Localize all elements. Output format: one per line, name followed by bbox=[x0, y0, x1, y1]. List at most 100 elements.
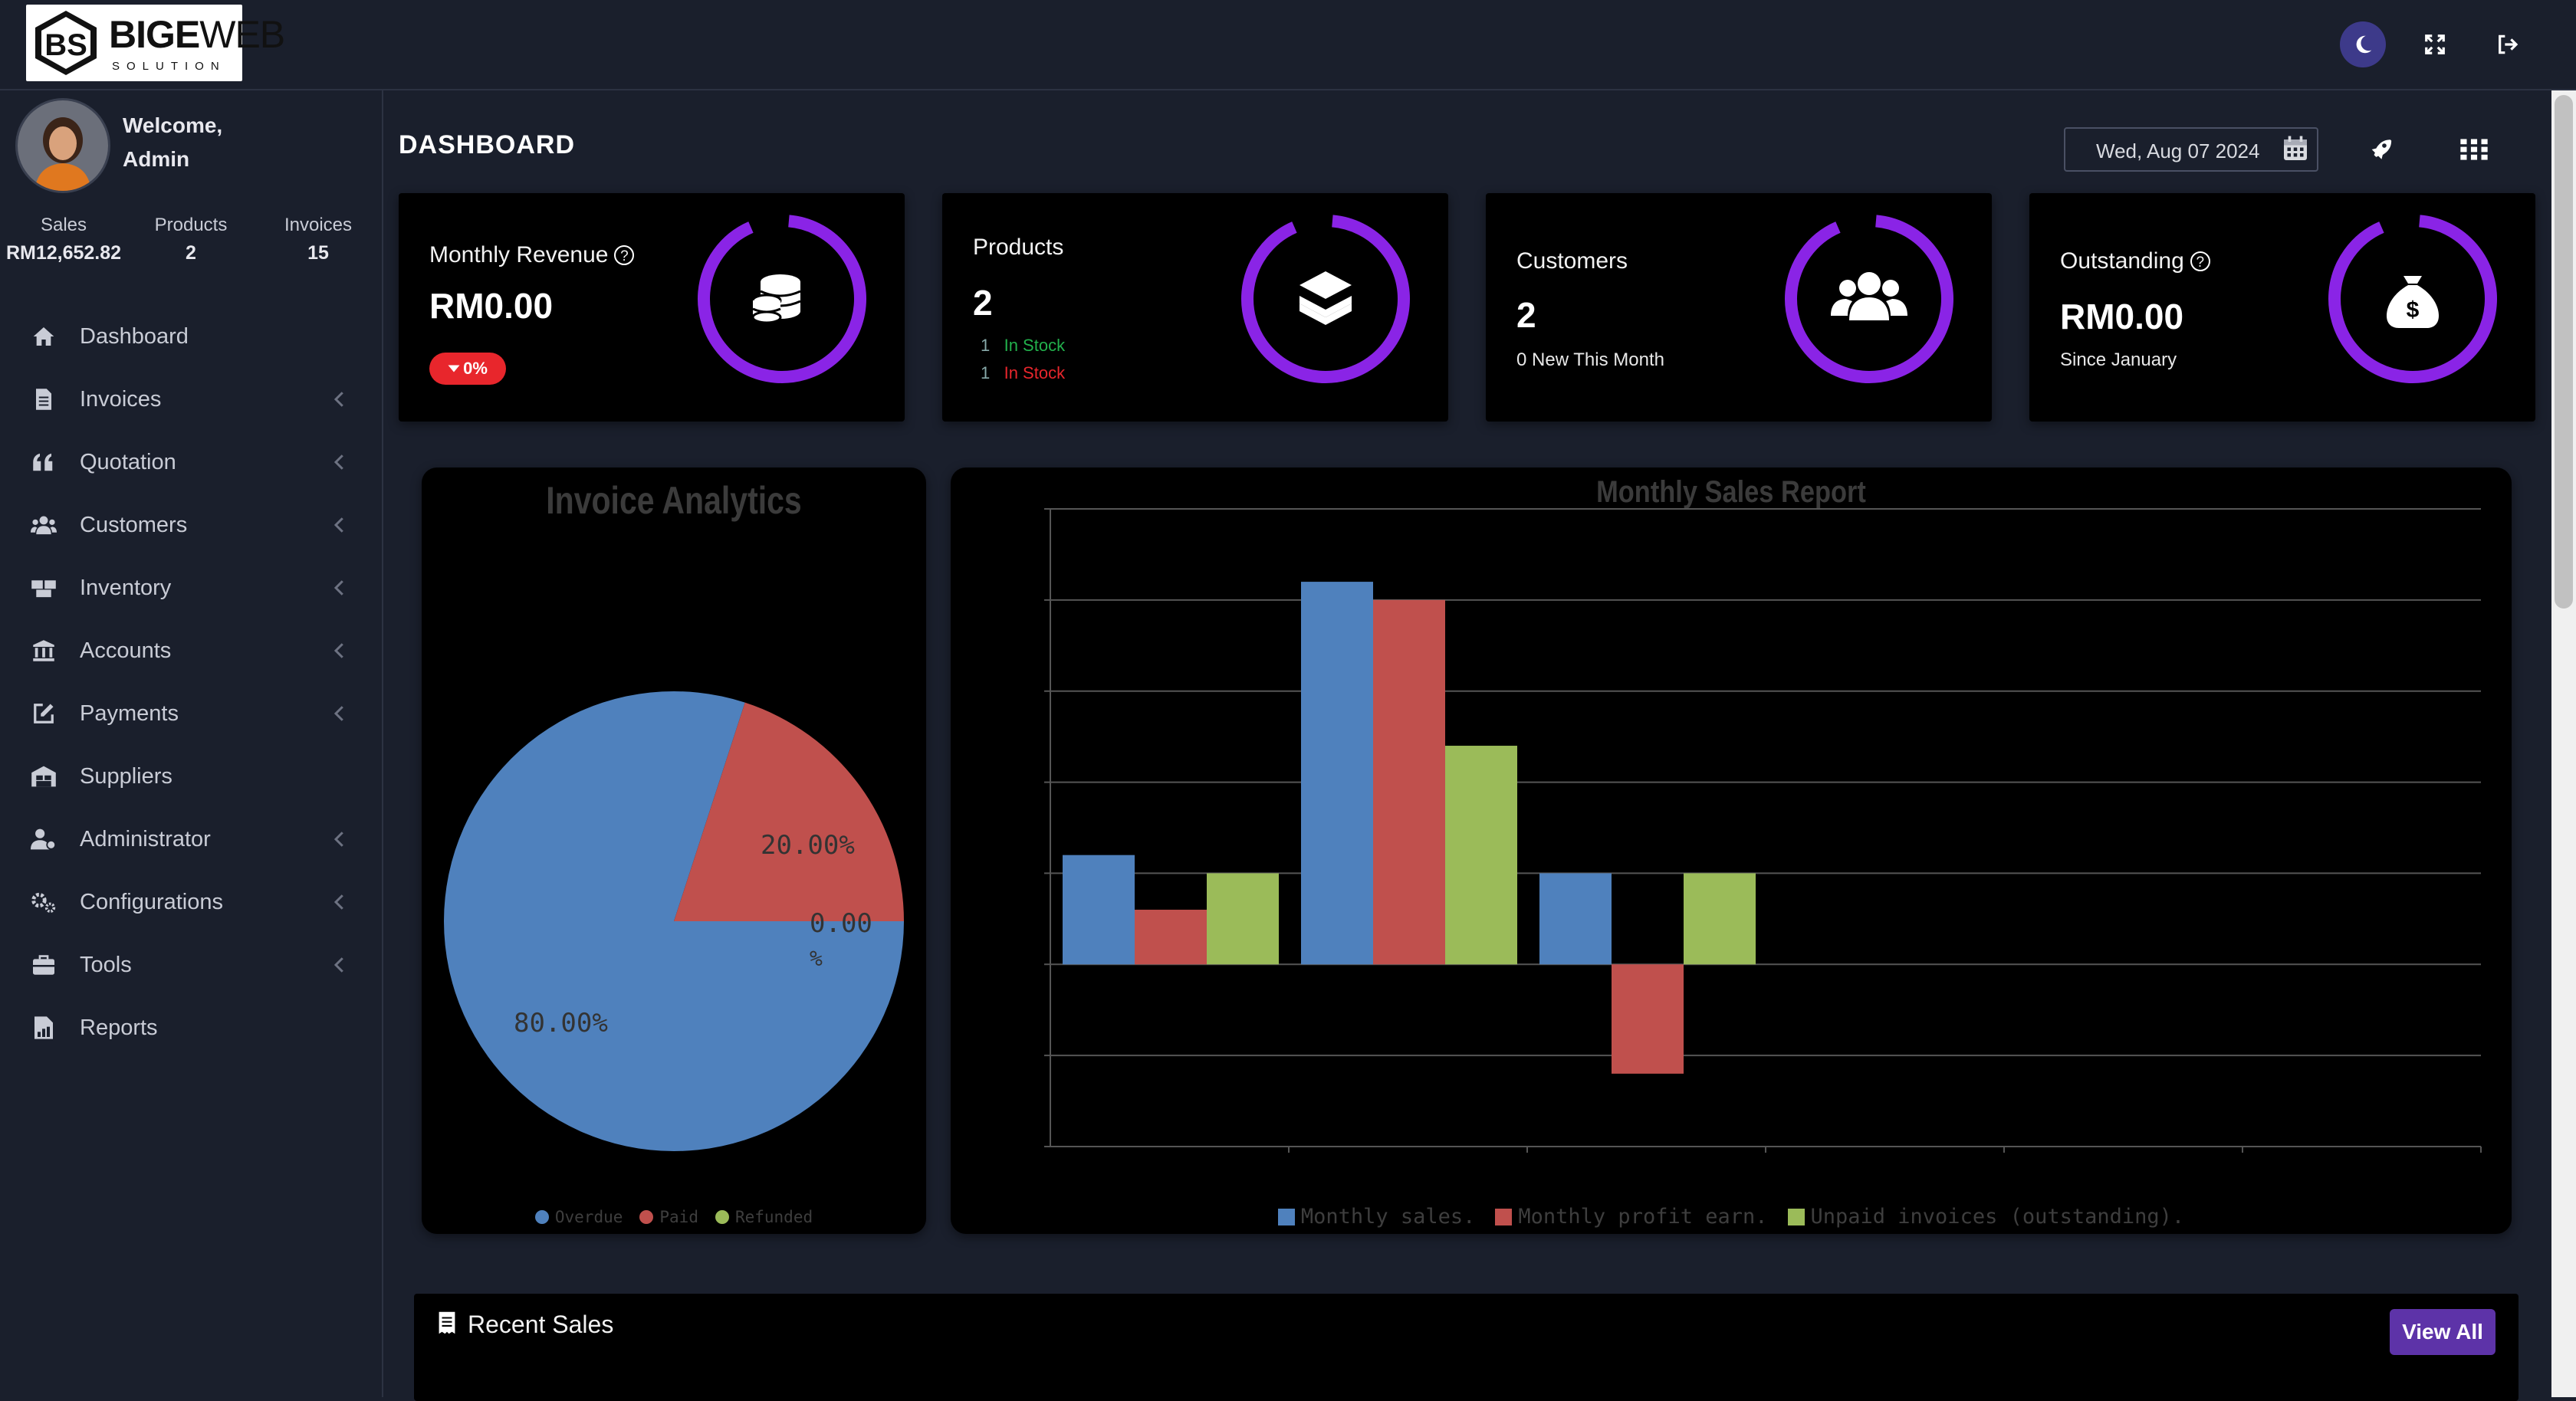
chevron-left-icon bbox=[334, 832, 343, 847]
sidebar-item-tools[interactable]: Tools bbox=[0, 933, 382, 996]
pie-label-refunded-unit: % bbox=[810, 946, 823, 971]
legend-item-overdue[interactable]: Overdue bbox=[534, 1208, 623, 1226]
chevron-left-icon bbox=[334, 517, 343, 533]
bar-monthly-profit[interactable] bbox=[1135, 909, 1207, 965]
welcome-text: Welcome, Admin bbox=[123, 113, 223, 171]
chevron-left-icon bbox=[334, 454, 343, 470]
sidebar-item-payments[interactable]: Payments bbox=[0, 682, 382, 745]
bar-monthly-sales[interactable] bbox=[1063, 855, 1135, 965]
sidebar-item-reports[interactable]: Reports bbox=[0, 996, 382, 1059]
file-icon bbox=[31, 386, 57, 412]
pie-label-paid: 20.00% bbox=[761, 830, 855, 861]
top-bar: BS BIGEWEB SOLUTION bbox=[0, 0, 2576, 90]
report-icon bbox=[31, 1015, 57, 1041]
card-value: 2 bbox=[973, 283, 993, 323]
help-icon[interactable]: ? bbox=[614, 245, 635, 265]
legend-item-refunded[interactable]: Refunded bbox=[715, 1208, 813, 1226]
pie-label-refunded: 0.00 bbox=[810, 908, 872, 939]
progress-ring bbox=[1241, 215, 1410, 383]
rocket-icon bbox=[2371, 139, 2392, 159]
brand-logo[interactable]: BS BIGEWEB SOLUTION bbox=[26, 5, 285, 81]
warehouse-icon bbox=[31, 763, 57, 789]
chart-title: Monthly Sales Report bbox=[1596, 475, 1866, 509]
card-value: 2 bbox=[1516, 295, 1536, 335]
stat-products: Products 2 bbox=[154, 215, 228, 264]
card-subtitle: 0 New This Month bbox=[1516, 349, 1664, 370]
dark-mode-toggle[interactable] bbox=[2340, 21, 2386, 67]
legend-item-monthly-profit[interactable]: Monthly profit earn. bbox=[1495, 1205, 1768, 1229]
sidebar-item-invoices[interactable]: Invoices bbox=[0, 368, 382, 431]
card-title: Monthly Revenue? bbox=[429, 242, 635, 268]
stock-line-in: 1 In Stock bbox=[981, 336, 1066, 355]
sidebar-item-accounts[interactable]: Accounts bbox=[0, 619, 382, 682]
stat-invoices: Invoices 15 bbox=[284, 215, 353, 264]
layers-icon bbox=[1300, 271, 1352, 325]
bar-monthly-profit[interactable] bbox=[1612, 964, 1684, 1074]
stat-sales: Sales RM12,652.82 bbox=[5, 215, 122, 264]
help-icon[interactable]: ? bbox=[2190, 251, 2210, 271]
sidebar-item-dashboard[interactable]: Dashboard bbox=[0, 305, 382, 368]
recent-sales-panel: Recent Sales View All bbox=[414, 1294, 2518, 1401]
card-subtitle: Since January bbox=[2060, 349, 2177, 370]
caret-down-icon bbox=[448, 365, 460, 372]
expand-icon bbox=[2425, 34, 2445, 54]
sidebar-item-quotation[interactable]: Quotation bbox=[0, 431, 382, 494]
sidebar-item-administrator[interactable]: Administrator bbox=[0, 808, 382, 871]
bar-monthly-sales[interactable] bbox=[1301, 582, 1373, 965]
card-value: RM0.00 bbox=[429, 286, 554, 326]
bar-monthly-profit[interactable] bbox=[1373, 599, 1445, 965]
grid-icon bbox=[2460, 139, 2488, 160]
stock-line-out: 1 In Stock bbox=[981, 363, 1066, 382]
avatar[interactable] bbox=[15, 98, 110, 193]
legend-item-unpaid-invoices[interactable]: Unpaid invoices (outstanding). bbox=[1787, 1205, 2184, 1229]
chevron-left-icon bbox=[334, 643, 343, 658]
bar-monthly-sales[interactable] bbox=[1539, 873, 1612, 965]
gears-icon bbox=[31, 889, 57, 915]
logout-icon bbox=[2499, 34, 2518, 54]
moon-icon bbox=[2356, 35, 2372, 54]
chevron-left-icon bbox=[334, 957, 343, 973]
coins-icon bbox=[751, 274, 801, 324]
users-icon bbox=[31, 512, 57, 538]
legend-item-monthly-sales[interactable]: Monthly sales. bbox=[1277, 1205, 1475, 1229]
logout-button[interactable] bbox=[2484, 21, 2530, 67]
launch-button[interactable] bbox=[2361, 130, 2400, 169]
money-bag-icon: $ bbox=[2387, 276, 2439, 328]
card-title: Products bbox=[973, 235, 1064, 260]
sidebar-item-configurations[interactable]: Configurations bbox=[0, 871, 382, 933]
apps-menu-button[interactable] bbox=[2455, 130, 2493, 169]
sidebar-item-suppliers[interactable]: Suppliers bbox=[0, 745, 382, 808]
card-title: Outstanding? bbox=[2060, 248, 2210, 274]
home-icon bbox=[31, 323, 57, 349]
card-title: Customers bbox=[1516, 248, 1628, 274]
change-badge: 0% bbox=[429, 353, 506, 385]
view-all-button[interactable]: View All bbox=[2390, 1309, 2496, 1355]
brand-tagline: SOLUTION bbox=[112, 60, 226, 73]
pie-legend: Overdue Paid Refunded bbox=[422, 1208, 926, 1226]
sidebar: Welcome, Admin Sales RM12,652.82 Product… bbox=[0, 90, 383, 1397]
chevron-left-icon bbox=[334, 580, 343, 596]
bar-unpaid-invoices[interactable] bbox=[1445, 746, 1517, 965]
date-picker[interactable]: Wed, Aug 07 2024 bbox=[2064, 127, 2318, 172]
pie-slice-paid[interactable] bbox=[674, 702, 904, 921]
legend-item-paid[interactable]: Paid bbox=[639, 1208, 698, 1226]
user-photo bbox=[18, 100, 108, 191]
bar-unpaid-invoices[interactable] bbox=[1207, 873, 1279, 965]
brand-name: BIGEWEB bbox=[109, 13, 285, 56]
bar-chart bbox=[1044, 508, 2482, 1153]
monthly-sales-panel: Monthly Sales Report Monthly sales. Mont… bbox=[951, 468, 2512, 1234]
chevron-left-icon bbox=[334, 894, 343, 910]
toolbox-icon bbox=[31, 952, 57, 978]
svg-text:$: $ bbox=[2407, 297, 2420, 323]
page-scrollbar[interactable] bbox=[2551, 90, 2576, 1397]
progress-ring bbox=[698, 215, 866, 383]
recent-sales-title: Recent Sales bbox=[468, 1311, 614, 1338]
sidebar-item-inventory[interactable]: Inventory bbox=[0, 556, 382, 619]
bar-unpaid-invoices[interactable] bbox=[1684, 873, 1756, 965]
fullscreen-button[interactable] bbox=[2412, 21, 2458, 67]
svg-text:BS: BS bbox=[44, 28, 87, 62]
scrollbar-thumb[interactable] bbox=[2555, 95, 2573, 609]
boxes-icon bbox=[31, 575, 57, 601]
sidebar-item-customers[interactable]: Customers bbox=[0, 494, 382, 556]
progress-ring bbox=[1785, 215, 1953, 383]
